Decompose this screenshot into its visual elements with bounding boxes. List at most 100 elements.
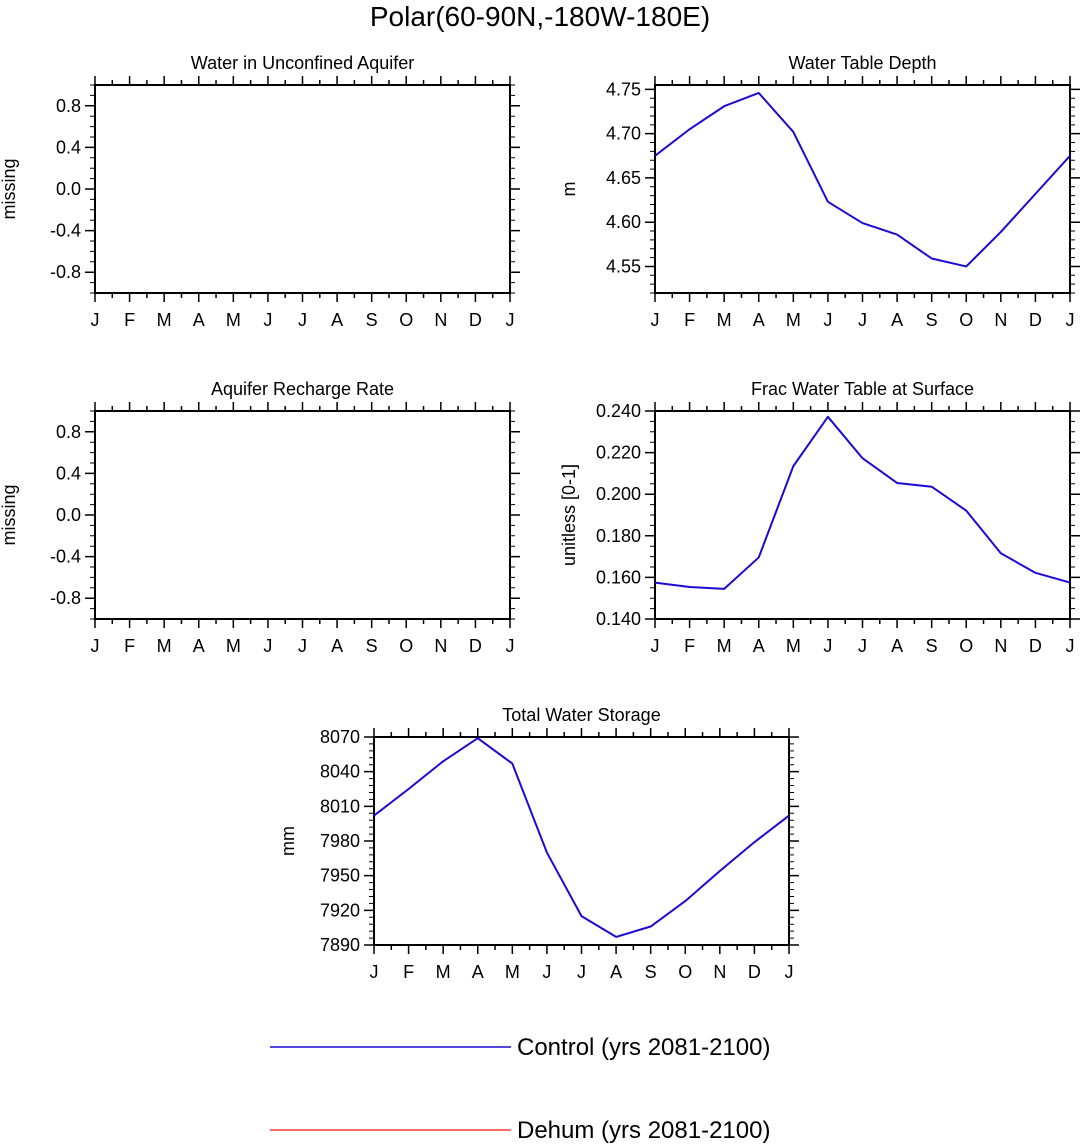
x-tick-label: F xyxy=(403,962,414,982)
x-tick-label: M xyxy=(717,310,732,330)
y-major-ticks xyxy=(645,88,1080,268)
panel-title: Frac Water Table at Surface xyxy=(751,379,974,399)
x-tick-label: M xyxy=(786,636,801,656)
panels: Water in Unconfined Aquifer J F M A M J J A S O N D J… xyxy=(0,53,1080,982)
x-tick-label: O xyxy=(678,962,692,982)
x-tick-label: M xyxy=(717,636,732,656)
x-tick-label: M xyxy=(226,636,241,656)
x-tick-label: N xyxy=(434,636,447,656)
plot-frame xyxy=(94,410,511,620)
y-tick-label: 4.75 xyxy=(606,79,641,99)
plot-frame xyxy=(94,84,511,294)
x-tick-label: J xyxy=(577,962,586,982)
x-tick-label: A xyxy=(891,636,903,656)
x-tick-label: O xyxy=(399,310,413,330)
y-tick-label: 0.8 xyxy=(56,422,81,442)
y-axis-label: m xyxy=(559,182,579,197)
y-tick-label: 8010 xyxy=(320,796,360,816)
x-tick-label: M xyxy=(226,310,241,330)
plot-frame xyxy=(654,84,1071,294)
y-tick-label: 4.70 xyxy=(606,124,641,144)
x-tick-label: O xyxy=(959,636,973,656)
legend-label-control: Control (yrs 2081-2100) xyxy=(517,1034,770,1061)
x-tick-label: J xyxy=(91,310,100,330)
x-tick-label: O xyxy=(399,636,413,656)
series-line-control xyxy=(654,91,1071,268)
y-minor-ticks xyxy=(369,736,794,946)
x-tick-label: J xyxy=(91,636,100,656)
x-tick-label: S xyxy=(366,636,378,656)
y-tick-label: 0.0 xyxy=(56,505,81,525)
x-tick-label: D xyxy=(469,636,482,656)
chart-panel: Aquifer Recharge Rate J F M A M J J A S O N D J -0.8 -0… xyxy=(0,379,520,656)
panel-title: Water in Unconfined Aquifer xyxy=(191,53,414,73)
y-tick-label: 0.4 xyxy=(56,137,81,157)
x-tick-label: J xyxy=(542,962,551,982)
y-major-ticks xyxy=(85,105,520,273)
y-tick-label: 8040 xyxy=(320,762,360,782)
x-tick-label: M xyxy=(157,636,172,656)
x-ticks xyxy=(94,76,511,302)
x-tick-label: A xyxy=(753,636,765,656)
x-tick-label: S xyxy=(366,310,378,330)
x-tick-label: J xyxy=(263,310,272,330)
y-tick-label: 7890 xyxy=(320,935,360,955)
x-tick-label: N xyxy=(713,962,726,982)
x-tick-label: J xyxy=(858,636,867,656)
x-tick-label: S xyxy=(926,310,938,330)
x-tick-label: M xyxy=(505,962,520,982)
x-tick-label: J xyxy=(823,636,832,656)
x-ticks xyxy=(94,402,511,628)
x-tick-label: A xyxy=(193,636,205,656)
x-tick-label: J xyxy=(823,310,832,330)
y-tick-label: 4.55 xyxy=(606,256,641,276)
y-tick-label: 7950 xyxy=(320,866,360,886)
y-tick-label: 0.160 xyxy=(596,567,641,587)
x-tick-label: D xyxy=(1029,310,1042,330)
series-line-control xyxy=(654,415,1071,590)
x-tick-label: M xyxy=(786,310,801,330)
chart-panel: Frac Water Table at Surface J F M A M J J A S O N D J… xyxy=(559,379,1080,656)
x-tick-label: O xyxy=(959,310,973,330)
y-minor-ticks xyxy=(90,84,515,294)
panel-title: Water Table Depth xyxy=(788,53,936,73)
y-tick-label: 0.4 xyxy=(56,463,81,483)
y-minor-ticks xyxy=(90,410,515,620)
y-tick-label: 0.8 xyxy=(56,96,81,116)
y-axis-label: unitless [0-1] xyxy=(559,464,579,566)
x-tick-label: M xyxy=(157,310,172,330)
x-tick-label: F xyxy=(124,636,135,656)
y-tick-label: 4.65 xyxy=(606,168,641,188)
x-tick-label: J xyxy=(858,310,867,330)
legend-label-dehum: Dehum (yrs 2081-2100) xyxy=(517,1117,770,1144)
x-tick-label: A xyxy=(610,962,622,982)
x-tick-label: A xyxy=(331,310,343,330)
x-ticks xyxy=(654,402,1071,628)
y-tick-label: 7980 xyxy=(320,831,360,851)
x-tick-label: J xyxy=(298,636,307,656)
y-axis-label: missing xyxy=(0,484,19,545)
x-ticks xyxy=(654,76,1071,302)
x-tick-label: D xyxy=(748,962,761,982)
y-tick-label: 0.220 xyxy=(596,443,641,463)
x-tick-label: D xyxy=(1029,636,1042,656)
y-tick-label: 0.140 xyxy=(596,609,641,629)
x-tick-label: M xyxy=(436,962,451,982)
x-tick-label: S xyxy=(645,962,657,982)
x-tick-label: J xyxy=(651,636,660,656)
y-tick-label: 0.200 xyxy=(596,484,641,504)
x-tick-label: A xyxy=(331,636,343,656)
y-tick-label: 4.60 xyxy=(606,212,641,232)
x-tick-label: J xyxy=(263,636,272,656)
x-tick-label: N xyxy=(434,310,447,330)
y-major-ticks xyxy=(364,736,799,946)
y-tick-label: -0.8 xyxy=(50,588,81,608)
y-major-ticks xyxy=(645,410,1080,620)
x-tick-label: A xyxy=(472,962,484,982)
x-tick-label: N xyxy=(994,310,1007,330)
x-tick-label: D xyxy=(469,310,482,330)
y-tick-label: 0.240 xyxy=(596,401,641,421)
y-tick-label: 8070 xyxy=(320,727,360,747)
y-minor-ticks xyxy=(650,88,1075,294)
